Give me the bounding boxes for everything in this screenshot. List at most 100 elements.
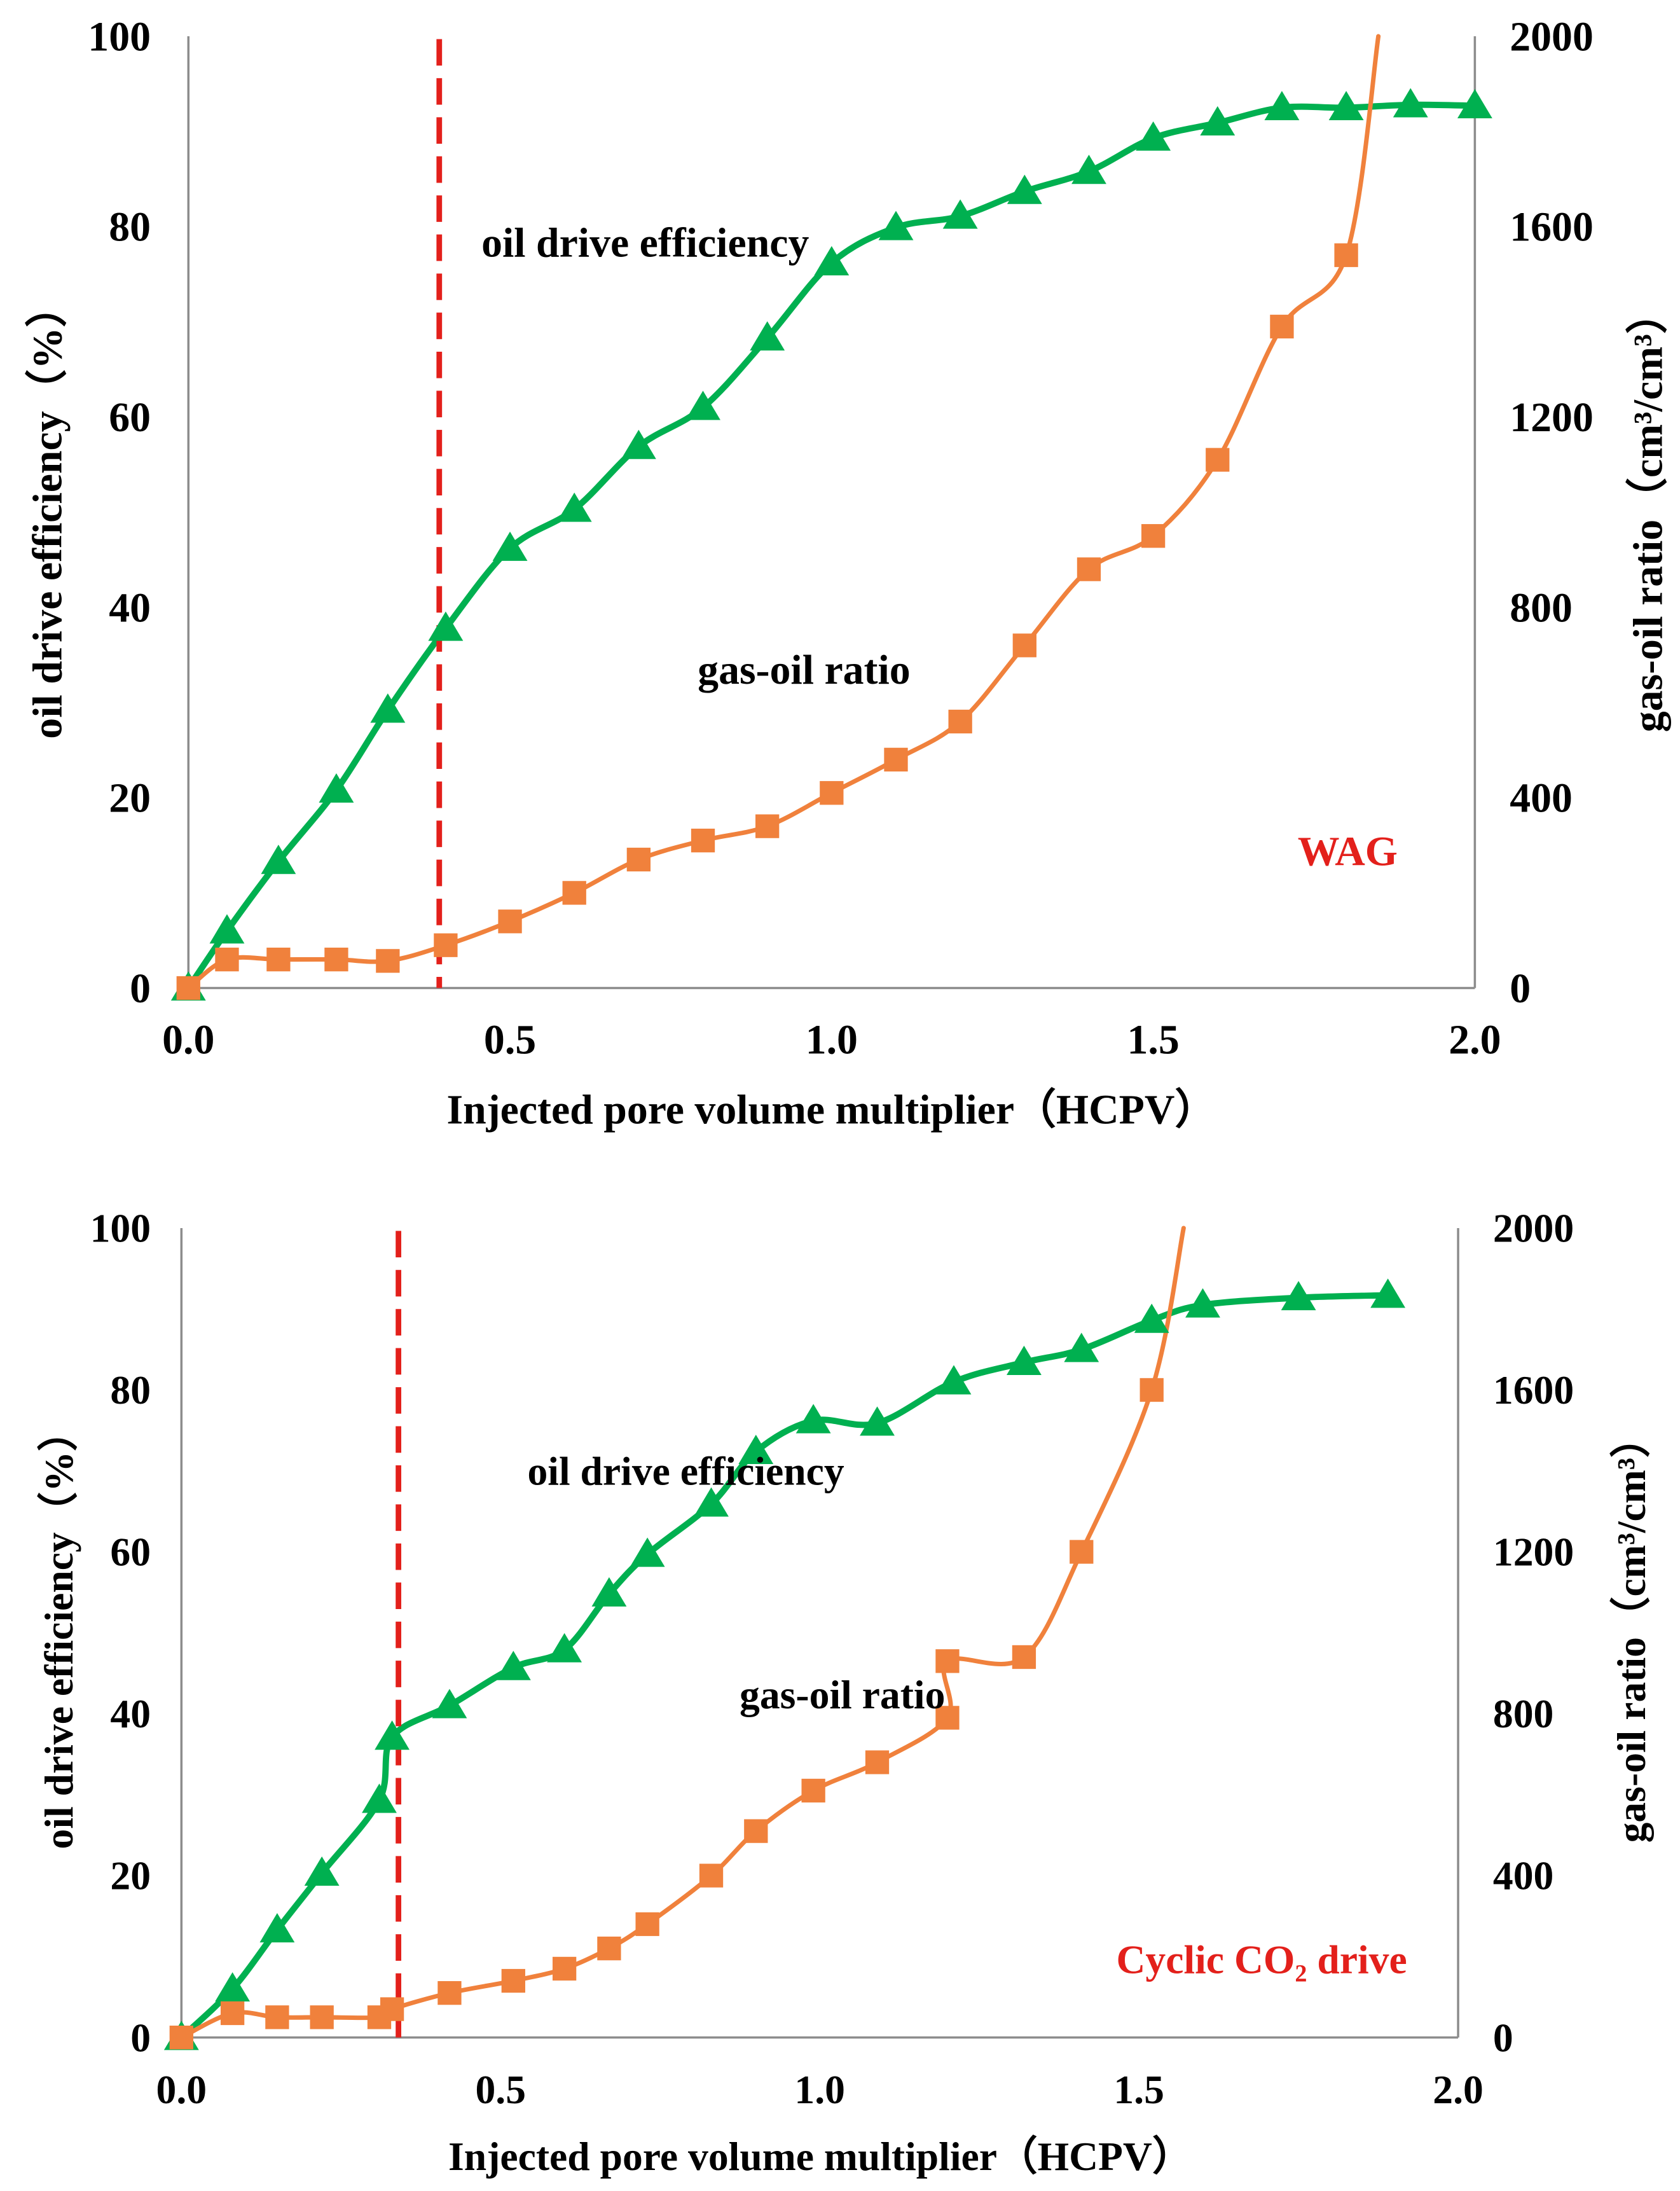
y2-tick-label: 1600 bbox=[1493, 1367, 1574, 1413]
gas-oil-ratio-marker bbox=[935, 1706, 960, 1730]
y2-tick-label: 800 bbox=[1510, 584, 1573, 631]
oil-drive-efficiency-marker bbox=[936, 1365, 972, 1395]
gas-oil-ratio-marker bbox=[324, 947, 348, 972]
oil-drive-efficiency-marker bbox=[261, 845, 296, 874]
x-axis-title: Injected pore volume multiplier（HCPV） bbox=[448, 2134, 1192, 2179]
y2-tick-label: 1200 bbox=[1493, 1530, 1574, 1575]
oil-drive-efficiency-marker bbox=[1006, 1345, 1042, 1375]
x-tick-label: 1.5 bbox=[1113, 2067, 1164, 2112]
x-tick-label: 2.0 bbox=[1433, 2067, 1484, 2112]
oil-drive-efficiency-marker bbox=[591, 1577, 627, 1607]
gas-oil-ratio-marker bbox=[865, 1750, 890, 1774]
oil-drive-efficiency-marker bbox=[370, 693, 406, 723]
gas-oil-ratio-line bbox=[179, 1226, 1186, 2040]
oil-drive-efficiency-marker bbox=[432, 1689, 467, 1718]
oil-drive-efficiency-marker bbox=[319, 773, 354, 803]
y2-tick-label: 1600 bbox=[1510, 204, 1594, 251]
gas-oil-ratio-marker bbox=[1077, 557, 1101, 581]
x-tick-label: 1.0 bbox=[806, 1017, 858, 1063]
gas-oil-ratio-marker bbox=[699, 1863, 724, 1888]
y-tick-label: 80 bbox=[110, 1367, 151, 1413]
gas-oil-ratio-marker bbox=[380, 1997, 404, 2021]
y-tick-label: 0 bbox=[130, 965, 151, 1012]
gas-oil-ratio-marker bbox=[1012, 633, 1036, 658]
gas-oil-ratio-marker bbox=[1140, 1378, 1164, 1402]
gas-oil-ratio-marker bbox=[691, 828, 715, 853]
oil-drive-efficiency-marker bbox=[1281, 1281, 1316, 1311]
wag-chart: 0 20 40 60 80 100 0 400 800 1200 1600 2000 0.0 0.5 1.0… bbox=[25, 13, 1672, 1133]
oil-drive-efficiency-marker bbox=[795, 1404, 831, 1434]
y-tick-label: 80 bbox=[109, 204, 151, 251]
y2-tick-label: 2000 bbox=[1493, 1206, 1574, 1251]
x-tick-label: 1.0 bbox=[794, 2067, 845, 2112]
gas-oil-ratio-marker bbox=[597, 1936, 621, 1961]
y-axis-title: oil drive efficiency（%） bbox=[36, 1411, 81, 1849]
gas-oil-ratio-marker bbox=[935, 1649, 960, 1673]
gas-oil-ratio-marker bbox=[434, 933, 458, 957]
oil-drive-efficiency-marker bbox=[1200, 106, 1236, 135]
x-tick-label: 0.0 bbox=[162, 1017, 214, 1063]
oil-drive-efficiency-marker bbox=[215, 1972, 251, 2002]
gas-oil-ratio-marker bbox=[265, 2005, 289, 2029]
gas-oil-ratio-marker bbox=[266, 947, 291, 972]
y-tick-label: 40 bbox=[110, 1691, 151, 1736]
oil-drive-efficiency-marker bbox=[1136, 121, 1171, 151]
y2-tick-label: 800 bbox=[1493, 1691, 1553, 1736]
gas-oil-ratio-marker bbox=[169, 2025, 193, 2050]
x-tick-label: 0.0 bbox=[156, 2067, 207, 2112]
oil-drive-efficiency-line bbox=[185, 101, 1478, 992]
y-tick-label: 100 bbox=[88, 13, 151, 60]
y-tick-label: 60 bbox=[109, 394, 151, 441]
gas-oil-ratio-marker bbox=[744, 1819, 768, 1843]
oil-drive-efficiency-marker bbox=[1370, 1278, 1406, 1308]
oil-drive-efficiency-marker bbox=[259, 1913, 295, 1943]
oil-drive-efficiency-marker bbox=[694, 1487, 729, 1517]
gas-oil-ratio-marker bbox=[562, 881, 586, 905]
x-tick-label: 2.0 bbox=[1449, 1017, 1501, 1063]
oil-drive-efficiency-marker bbox=[1264, 90, 1300, 121]
oil-drive-efficiency-marker bbox=[492, 531, 528, 561]
oil-drive-efficiency-marker bbox=[375, 1720, 410, 1750]
oil-drive-efficiency-marker bbox=[495, 1650, 531, 1680]
cyclic-co2-drive-chart: 0 20 40 60 80 100 0 400 800 1200 1600 2000 0.0 0.5 1.0… bbox=[36, 1206, 1654, 2179]
oil-drive-efficiency-marker bbox=[860, 1406, 895, 1436]
oil-drive-efficiency-marker bbox=[1134, 1303, 1169, 1333]
y2-tick-label: 400 bbox=[1510, 775, 1573, 822]
gas-oil-ratio-marker bbox=[501, 1968, 525, 1993]
oil-drive-efficiency-marker bbox=[547, 1633, 582, 1662]
oil-drive-efficiency-annotation: oil drive efficiency bbox=[527, 1449, 844, 1494]
oil-drive-efficiency-marker bbox=[362, 1783, 397, 1813]
gas-oil-ratio-marker bbox=[1206, 448, 1230, 472]
oil-drive-efficiency-marker bbox=[738, 1434, 774, 1464]
oil-drive-efficiency-marker bbox=[685, 391, 720, 420]
oil-drive-efficiency-marker bbox=[1007, 174, 1042, 204]
oil-drive-efficiency-marker bbox=[942, 199, 978, 229]
oil-drive-efficiency-marker bbox=[1064, 1332, 1099, 1362]
gas-oil-ratio-marker bbox=[755, 814, 780, 838]
oil-drive-efficiency-marker bbox=[556, 492, 592, 522]
y2-axis-title: gas-oil ratio（cm³/cm³） bbox=[1609, 1417, 1654, 1842]
oil-drive-efficiency-marker bbox=[1457, 88, 1492, 119]
chart-label: Cyclic CO₂ drive bbox=[1116, 1937, 1407, 1982]
y-tick-label: 40 bbox=[109, 584, 151, 631]
oil-drive-efficiency-marker bbox=[428, 611, 464, 641]
x-tick-label: 0.5 bbox=[484, 1017, 536, 1063]
x-tick-label: 0.5 bbox=[475, 2067, 526, 2112]
x-tick-label: 1.5 bbox=[1127, 1017, 1179, 1063]
y2-tick-label: 400 bbox=[1493, 1853, 1553, 1898]
gas-oil-ratio-marker bbox=[376, 949, 400, 973]
gas-oil-ratio-marker bbox=[626, 847, 651, 872]
oil-drive-efficiency-marker bbox=[621, 429, 656, 459]
gas-oil-ratio-marker bbox=[437, 1980, 462, 2005]
x-axis-title: Injected pore volume multiplier（HCPV） bbox=[446, 1086, 1216, 1133]
oil-drive-efficiency-line bbox=[178, 1292, 1391, 2041]
y2-tick-label: 0 bbox=[1510, 965, 1531, 1012]
y2-axis-title: gas-oil ratio（cm³/cm³） bbox=[1625, 292, 1671, 732]
y-tick-label: 0 bbox=[130, 2015, 151, 2060]
gas-oil-ratio-line bbox=[186, 34, 1381, 991]
y-tick-label: 20 bbox=[109, 775, 151, 822]
y2-tick-label: 2000 bbox=[1510, 13, 1594, 60]
oil-drive-efficiency-marker bbox=[304, 1856, 340, 1886]
